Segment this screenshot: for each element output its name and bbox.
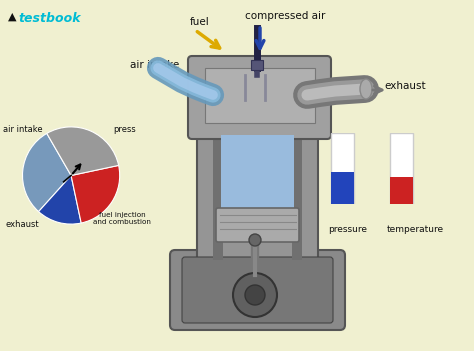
Text: ▲: ▲ — [8, 12, 17, 22]
Bar — [331, 172, 354, 204]
FancyBboxPatch shape — [197, 127, 318, 268]
Bar — [213, 135, 223, 260]
Text: compressed air: compressed air — [245, 11, 325, 21]
Circle shape — [249, 234, 261, 246]
Bar — [205, 68, 315, 123]
Wedge shape — [22, 133, 71, 212]
Text: fuel: fuel — [190, 17, 210, 27]
Bar — [221, 135, 294, 220]
Text: exhaust: exhaust — [6, 219, 39, 229]
Circle shape — [233, 273, 277, 317]
Text: testbook: testbook — [18, 12, 81, 25]
Text: air intake: air intake — [3, 125, 42, 134]
Text: fuel injection
and combustion: fuel injection and combustion — [93, 212, 151, 225]
Text: exhaust: exhaust — [384, 81, 426, 91]
Text: pressure: pressure — [328, 225, 367, 234]
Bar — [390, 177, 413, 204]
Wedge shape — [71, 165, 120, 223]
Wedge shape — [38, 176, 81, 224]
FancyBboxPatch shape — [188, 56, 331, 139]
FancyBboxPatch shape — [170, 250, 345, 330]
Bar — [292, 135, 302, 260]
Text: air intake: air intake — [130, 60, 180, 70]
FancyBboxPatch shape — [216, 208, 299, 242]
Circle shape — [245, 285, 265, 305]
Ellipse shape — [360, 79, 372, 99]
Wedge shape — [47, 127, 118, 176]
Bar — [251, 60, 263, 70]
FancyBboxPatch shape — [182, 257, 333, 323]
Text: temperature: temperature — [386, 225, 444, 234]
Text: press: press — [113, 125, 136, 134]
